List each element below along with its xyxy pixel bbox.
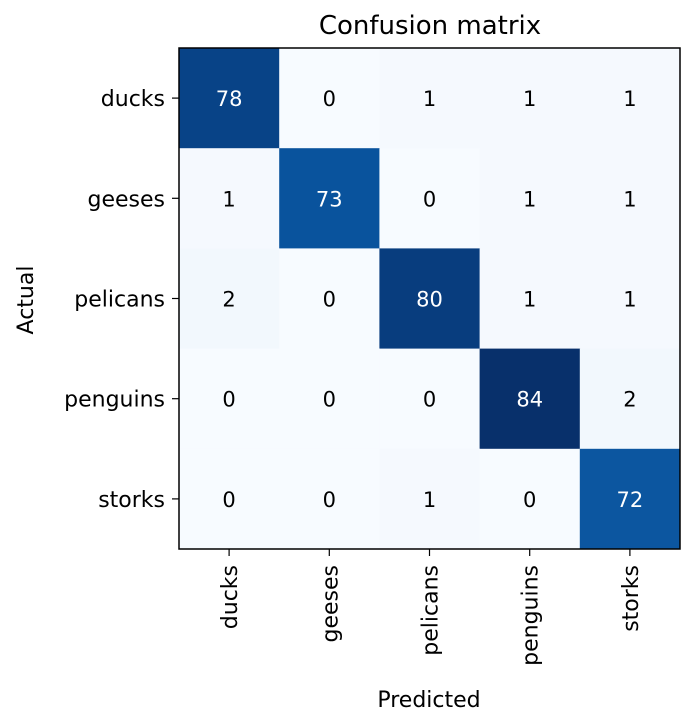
x-tick-label: storks xyxy=(619,565,644,632)
cell-value-label: 73 xyxy=(316,187,343,211)
cell-value-label: 72 xyxy=(617,488,644,512)
heatmap-cell xyxy=(579,248,681,350)
heatmap-cell xyxy=(479,348,581,450)
y-tick-label: storks xyxy=(98,488,165,513)
heatmap-cell xyxy=(479,148,581,249)
heatmap-cell-labels: 78 0 1 1 1 1 73 0 1 1 2 0 80 1 1 0 0 0 84 2 0 0 1 0 72 xyxy=(216,87,644,512)
heatmap-cell xyxy=(179,148,280,249)
cell-value-label: 0 xyxy=(423,187,436,211)
cell-value-label: 1 xyxy=(623,288,636,312)
y-axis-label: Actual xyxy=(14,266,39,335)
heatmap-cells xyxy=(179,48,681,550)
cell-value-label: 84 xyxy=(516,388,543,412)
cell-value-label: 1 xyxy=(423,488,436,512)
heatmap-cell xyxy=(279,148,380,249)
x-axis-ticks: ducks geeses pelicans penguins storks xyxy=(218,549,644,666)
y-tick-label: pelicans xyxy=(74,288,165,313)
heatmap-cell xyxy=(379,148,481,249)
cell-value-label: 0 xyxy=(323,288,336,312)
heatmap-cell xyxy=(279,48,380,149)
x-tick-label: geeses xyxy=(318,565,343,643)
heatmap-cell xyxy=(279,348,380,450)
cell-value-label: 0 xyxy=(323,87,336,111)
heatmap-cell xyxy=(379,348,481,450)
cell-value-label: 0 xyxy=(423,388,436,412)
heatmap-cell xyxy=(379,448,481,550)
cell-value-label: 0 xyxy=(222,488,235,512)
heatmap-cell xyxy=(579,348,681,450)
heatmap-cell xyxy=(179,348,280,450)
heatmap-cell xyxy=(379,248,481,350)
heatmap-cell xyxy=(579,448,681,550)
x-axis-label: Predicted xyxy=(377,688,480,713)
heatmap-cell xyxy=(579,148,681,249)
cell-value-label: 1 xyxy=(623,187,636,211)
heatmap-cell xyxy=(479,48,581,149)
cell-value-label: 1 xyxy=(523,187,536,211)
cell-value-label: 1 xyxy=(623,87,636,111)
y-tick-label: penguins xyxy=(64,388,165,413)
cell-value-label: 2 xyxy=(623,388,636,412)
cell-value-label: 1 xyxy=(222,187,235,211)
cell-value-label: 0 xyxy=(523,488,536,512)
cell-value-label: 2 xyxy=(222,288,235,312)
heatmap-cell xyxy=(579,48,681,149)
heatmap-cell xyxy=(179,448,280,550)
heatmap-cell xyxy=(179,48,280,149)
cell-value-label: 1 xyxy=(523,87,536,111)
heatmap-cell xyxy=(479,448,581,550)
heatmap-cell xyxy=(179,248,280,350)
cell-value-label: 80 xyxy=(416,288,443,312)
y-tick-label: ducks xyxy=(101,87,165,112)
cell-value-label: 0 xyxy=(323,488,336,512)
cell-value-label: 0 xyxy=(222,388,235,412)
heatmap-cell xyxy=(279,448,380,550)
y-axis-ticks: ducks geeses pelicans penguins storks xyxy=(64,87,179,513)
x-tick-label: pelicans xyxy=(419,565,444,656)
cell-value-label: 78 xyxy=(216,87,243,111)
cell-value-label: 1 xyxy=(423,87,436,111)
cell-value-label: 1 xyxy=(523,288,536,312)
heatmap-cell xyxy=(479,248,581,350)
heatmap-cell xyxy=(379,48,481,149)
heatmap-cell xyxy=(279,248,380,350)
x-tick-label: penguins xyxy=(519,565,544,666)
chart-title: Confusion matrix xyxy=(319,11,541,41)
y-tick-label: geeses xyxy=(88,187,166,212)
x-tick-label: ducks xyxy=(218,565,243,629)
cell-value-label: 0 xyxy=(323,388,336,412)
